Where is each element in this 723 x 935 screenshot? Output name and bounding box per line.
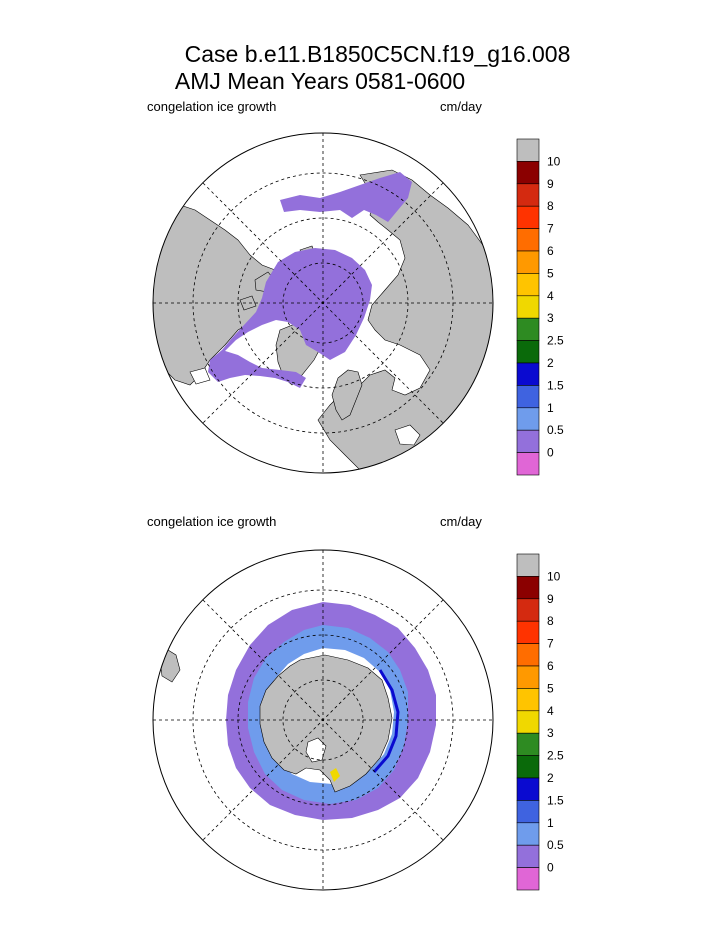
figure-title-line1: Case b.e11.B1850C5CN.f19_g16.008 [184,41,571,67]
north-colorbar-box [516,228,540,252]
north-ice-baffin [208,350,306,388]
north-colorbar-box [516,183,540,207]
south-colorbar-tick-label: 0 [547,861,554,875]
north-colorbar-tick-label: 6 [547,244,554,258]
south-colorbar-tick-label: 1.5 [547,793,564,807]
figure-title-line2: AMJ Mean Years 0581-0600 [174,68,466,94]
south-colorbar-box [516,620,540,644]
south-colorbar-box [516,777,540,801]
north-colorbar-tick-label: 10 [547,154,561,168]
north-colorbar-box [516,250,540,274]
north-colorbar-tick-label: 5 [547,266,554,280]
north-colorbar-tick-label: 0.5 [547,423,564,437]
north-graticule [153,133,493,473]
south-colorbar-box [516,688,540,712]
south-colorbar-box [516,553,540,577]
south-polar-map [152,549,494,891]
north-colorbar-tick-label: 2 [547,356,554,370]
south-colorbar-tick-label: 0.5 [547,838,564,852]
north-colorbar-box [516,295,540,319]
south-colorbar-box [516,800,540,824]
south-colorbar-box [516,598,540,622]
north-colorbar-box [516,407,540,431]
south-ice-peninsula-high [330,768,340,782]
north-colorbar-box [516,362,540,386]
north-colorbar-box [516,138,540,162]
south-colorbar-box [516,665,540,689]
north-colorbar-tick-label: 1 [547,401,554,415]
south-colorbar-box [516,844,540,868]
south-map-border [152,549,494,891]
north-units-label: cm/day [440,99,482,114]
south-colorbar-tick-label: 6 [547,659,554,673]
south-colorbar-tick-label: 3 [547,726,554,740]
south-colorbar-box [516,822,540,846]
south-colorbar-box [516,576,540,600]
north-variable-label: congelation ice growth [147,99,277,114]
south-colorbar: 0 0.5 1 1.5 2 2.5 3 4 5 6 7 8 9 10 [516,553,564,891]
north-colorbar: 0 0.5 1 1.5 2 2.5 3 4 5 6 7 8 9 10 [516,138,564,476]
south-colorbar-tick-label: 1 [547,816,554,830]
north-ice-siberian [280,172,412,222]
north-colorbar-box [516,273,540,297]
north-colorbar-tick-label: 3 [547,311,554,325]
north-colorbar-box [516,385,540,409]
north-map-border [152,132,494,474]
south-colorbar-box [516,732,540,756]
south-colorbar-tick-label: 8 [547,614,554,628]
south-ice-coastal-band [372,669,400,773]
north-colorbar-tick-label: 2.5 [547,334,564,348]
north-colorbar-box [516,429,540,453]
south-colorbar-box [516,643,540,667]
south-colorbar-tick-label: 9 [547,592,554,606]
north-ice-free-atlantic [189,367,421,446]
north-colorbar-tick-label: 4 [547,289,554,303]
south-colorbar-tick-label: 2.5 [547,749,564,763]
north-land-scandinavia [331,369,363,421]
north-colorbar-tick-label: 9 [547,177,554,191]
south-colorbar-tick-label: 10 [547,569,561,583]
north-colorbar-box [516,340,540,364]
south-units-label: cm/day [440,514,482,529]
north-polar-map [152,132,494,474]
south-variable-label: congelation ice growth [147,514,277,529]
south-colorbar-tick-label: 2 [547,771,554,785]
south-colorbar-tick-label: 4 [547,704,554,718]
north-colorbar-box [516,317,540,341]
south-colorbar-box [516,755,540,779]
north-colorbar-box [516,205,540,229]
north-colorbar-tick-label: 7 [547,222,554,236]
north-colorbar-tick-label: 8 [547,199,554,213]
north-colorbar-box [516,161,540,185]
south-colorbar-box [516,867,540,891]
north-colorbar-tick-label: 0 [547,446,554,460]
north-colorbar-box [516,452,540,476]
south-colorbar-box [516,710,540,734]
north-ice-arctic-basin [218,248,372,365]
south-colorbar-tick-label: 5 [547,681,554,695]
south-ice-shelf [305,737,327,763]
north-colorbar-tick-label: 1.5 [547,378,564,392]
south-colorbar-tick-label: 7 [547,637,554,651]
south-graticule [153,550,493,890]
